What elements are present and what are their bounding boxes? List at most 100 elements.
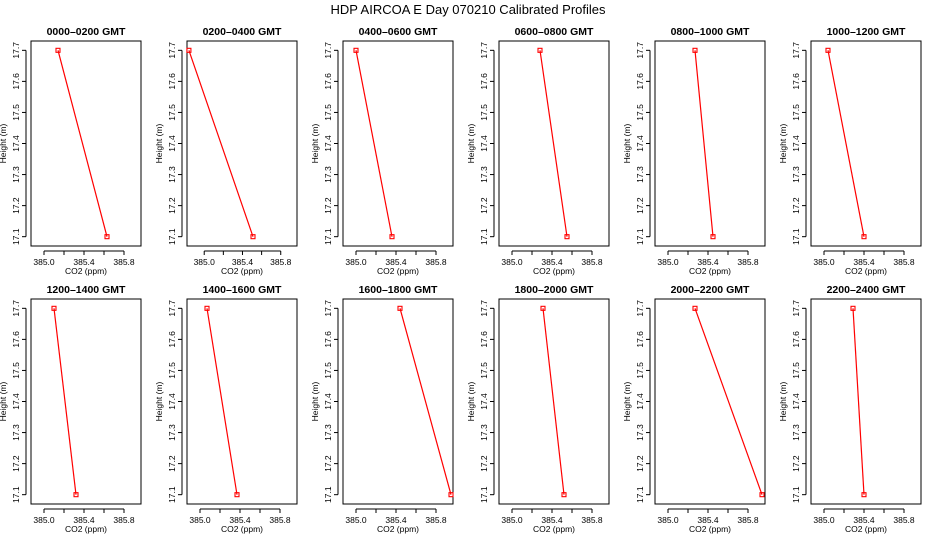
y-tick-label: 17.1 xyxy=(11,486,21,503)
x-tick-label: 385.4 xyxy=(853,515,875,525)
y-tick-label: 17.2 xyxy=(479,197,489,214)
x-tick-label: 385.0 xyxy=(33,515,55,525)
x-tick-label: 385.0 xyxy=(813,257,835,267)
y-tick-label: 17.4 xyxy=(635,135,645,152)
y-tick-label: 17.2 xyxy=(167,455,177,472)
y-tick-label: 17.7 xyxy=(791,300,801,317)
x-axis-label: CO2 (ppm) xyxy=(533,266,575,276)
y-tick-label: 17.5 xyxy=(479,362,489,379)
y-tick-label: 17.7 xyxy=(323,300,333,317)
y-tick-label: 17.6 xyxy=(791,73,801,90)
data-point xyxy=(73,492,79,498)
y-tick-label: 17.1 xyxy=(635,486,645,503)
y-tick-label: 17.1 xyxy=(791,228,801,245)
y-tick-label: 17.4 xyxy=(11,135,21,152)
profile-line xyxy=(399,308,452,495)
y-tick-label: 17.5 xyxy=(479,104,489,121)
y-tick-label: 17.7 xyxy=(11,42,21,59)
x-tick-label: 385.4 xyxy=(385,515,407,525)
y-tick-label: 17.1 xyxy=(635,228,645,245)
x-tick-label: 385.8 xyxy=(581,515,603,525)
profile-line xyxy=(542,308,565,495)
x-tick-label: 385.0 xyxy=(501,515,523,525)
profile-line xyxy=(355,50,393,237)
plot-frame xyxy=(186,40,298,247)
panel-6: 1000–1200 GMT 385.0 385.4 385.8 CO2 (ppm) 17.… xyxy=(778,26,922,276)
y-axis-label: Height (m) xyxy=(466,124,476,164)
y-tick-label: 17.5 xyxy=(167,104,177,121)
x-tick-label: 385.0 xyxy=(657,515,679,525)
x-tick-label: 385.8 xyxy=(425,257,447,267)
y-tick-label: 17.6 xyxy=(323,73,333,90)
y-tick-label: 17.5 xyxy=(635,362,645,379)
x-axis-label: CO2 (ppm) xyxy=(845,266,887,276)
x-tick-label: 385.4 xyxy=(697,257,719,267)
x-tick-label: 385.4 xyxy=(853,257,875,267)
plot-frame xyxy=(654,298,766,505)
panel-11: 2000–2200 GMT 385.0 385.4 385.8 CO2 (ppm) 17.… xyxy=(622,284,766,534)
y-tick-label: 17.2 xyxy=(791,455,801,472)
data-point xyxy=(710,234,716,240)
x-axis-label: CO2 (ppm) xyxy=(221,266,263,276)
data-point xyxy=(561,492,567,498)
plot-frame xyxy=(30,40,142,247)
y-tick-label: 17.4 xyxy=(479,393,489,410)
y-tick-label: 17.2 xyxy=(791,197,801,214)
y-axis-label: Height (m) xyxy=(778,382,788,422)
plot-frame xyxy=(342,298,454,505)
plot-frame xyxy=(30,298,142,505)
panel-title: 2000–2200 GMT xyxy=(671,284,750,296)
y-tick-label: 17.2 xyxy=(11,455,21,472)
y-tick-label: 17.1 xyxy=(791,486,801,503)
y-tick-label: 17.6 xyxy=(167,73,177,90)
y-tick-label: 17.1 xyxy=(167,228,177,245)
data-point xyxy=(540,305,546,311)
y-tick-label: 17.2 xyxy=(323,455,333,472)
y-tick-label: 17.7 xyxy=(791,42,801,59)
profile-line xyxy=(206,308,238,495)
panel-9: 1600–1800 GMT 385.0 385.4 385.8 CO2 (ppm) 17.… xyxy=(310,284,454,534)
x-tick-label: 385.4 xyxy=(229,515,251,525)
y-tick-label: 17.3 xyxy=(167,424,177,441)
x-tick-label: 385.0 xyxy=(189,515,211,525)
y-tick-label: 17.7 xyxy=(635,42,645,59)
panel-10: 1800–2000 GMT 385.0 385.4 385.8 CO2 (ppm) 17.… xyxy=(466,284,610,534)
y-tick-label: 17.3 xyxy=(479,166,489,183)
x-tick-label: 385.0 xyxy=(813,515,835,525)
panel-12: 2200–2400 GMT 385.0 385.4 385.8 CO2 (ppm) 17.… xyxy=(778,284,922,534)
y-tick-label: 17.3 xyxy=(479,424,489,441)
plot-frame xyxy=(186,298,298,505)
data-point xyxy=(389,234,395,240)
x-axis-label: CO2 (ppm) xyxy=(377,524,419,534)
x-tick-label: 385.4 xyxy=(385,257,407,267)
y-axis-label: Height (m) xyxy=(310,382,320,422)
panel-4: 0600–0800 GMT 385.0 385.4 385.8 CO2 (ppm) 17.… xyxy=(466,26,610,276)
data-point xyxy=(55,47,61,53)
y-tick-label: 17.3 xyxy=(167,166,177,183)
x-axis-label: CO2 (ppm) xyxy=(533,524,575,534)
x-tick-label: 385.0 xyxy=(33,257,55,267)
y-tick-label: 17.3 xyxy=(323,166,333,183)
y-tick-label: 17.3 xyxy=(635,166,645,183)
y-tick-label: 17.6 xyxy=(635,331,645,348)
x-tick-label: 385.4 xyxy=(73,515,95,525)
y-tick-label: 17.1 xyxy=(323,486,333,503)
profile-line xyxy=(188,50,254,237)
y-tick-label: 17.5 xyxy=(323,362,333,379)
y-tick-label: 17.6 xyxy=(635,73,645,90)
y-tick-label: 17.7 xyxy=(11,300,21,317)
y-tick-label: 17.4 xyxy=(479,135,489,152)
x-axis-label: CO2 (ppm) xyxy=(689,266,731,276)
panel-title: 0600–0800 GMT xyxy=(515,26,594,38)
y-tick-label: 17.6 xyxy=(11,331,21,348)
y-tick-label: 17.4 xyxy=(323,135,333,152)
panel-title: 0400–0600 GMT xyxy=(359,26,438,38)
x-tick-label: 385.4 xyxy=(232,257,254,267)
x-tick-label: 385.8 xyxy=(269,515,291,525)
y-axis-label: Height (m) xyxy=(154,382,164,422)
x-axis-label: CO2 (ppm) xyxy=(65,266,107,276)
y-tick-label: 17.7 xyxy=(635,300,645,317)
panel-5: 0800–1000 GMT 385.0 385.4 385.8 CO2 (ppm) 17.… xyxy=(622,26,766,276)
y-tick-label: 17.5 xyxy=(323,104,333,121)
y-tick-label: 17.6 xyxy=(479,331,489,348)
